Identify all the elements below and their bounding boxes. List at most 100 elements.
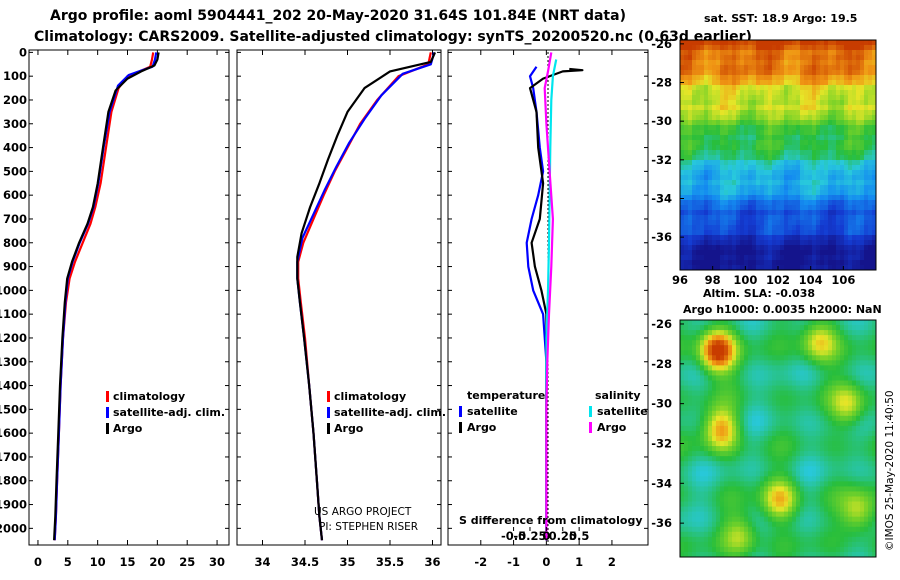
sla-cell [848, 531, 853, 538]
map-x-tick-label: 98 [705, 273, 721, 287]
sla-cell [688, 471, 693, 477]
sla-cell [828, 451, 833, 457]
sst-cell [788, 90, 793, 96]
sla-cell [852, 325, 857, 331]
sla-cell [748, 546, 753, 553]
sla-cell [872, 375, 877, 381]
sla-cell [856, 496, 861, 502]
sla-cell [812, 496, 817, 502]
sst-cell [756, 220, 761, 226]
sst-cell [752, 115, 757, 121]
sla-cell [828, 350, 833, 356]
sla-cell [764, 360, 769, 366]
sst-cell [740, 220, 745, 226]
sla-cell [712, 375, 717, 381]
sla-cell [812, 370, 817, 376]
sla-cell [712, 385, 717, 391]
sla-cell [792, 430, 797, 437]
sla-cell [696, 435, 701, 442]
sst-cell [768, 90, 773, 96]
sla-cell [796, 541, 801, 548]
sst-cell [836, 250, 841, 256]
sla-cell [688, 516, 693, 523]
sla-cell [840, 415, 845, 422]
sst-cell [740, 205, 745, 211]
sla-cell [844, 425, 849, 432]
sst-cell [780, 110, 785, 116]
sst-cell [712, 115, 717, 121]
sst-cell [704, 125, 709, 131]
sla-cell [804, 390, 809, 397]
sst-cell [816, 160, 821, 166]
sla-cell [824, 511, 829, 518]
sla-cell [828, 441, 833, 447]
sst-cell [712, 95, 717, 101]
sla-cell [784, 466, 789, 472]
sst-cell [868, 205, 873, 211]
sst-cell [748, 265, 753, 271]
sst-cell [864, 165, 869, 171]
sst-cell [792, 240, 797, 246]
sst-cell [796, 165, 801, 171]
sst-cell [744, 150, 749, 156]
sst-cell [752, 235, 757, 241]
sla-cell [680, 375, 685, 381]
sla-cell [744, 385, 749, 391]
sst-cell [716, 70, 721, 76]
sla-cell [704, 350, 709, 356]
sla-cell [816, 496, 821, 502]
sla-cell [868, 506, 873, 513]
sla-cell [808, 370, 813, 376]
sst-cell [756, 155, 761, 161]
sla-cell [744, 390, 749, 397]
sst-cell [792, 105, 797, 111]
sst-cell [700, 245, 705, 251]
sst-cell [716, 110, 721, 116]
sst-cell [844, 190, 849, 196]
sla-cell [864, 420, 869, 427]
sst-cell [780, 50, 785, 56]
sst-cell [820, 80, 825, 86]
sla-cell [860, 531, 865, 538]
series-line-temperature-argo [528, 67, 584, 541]
sla-cell [724, 330, 729, 336]
sst-cell [728, 210, 733, 216]
sla-cell [848, 375, 853, 381]
sla-cell [716, 380, 721, 386]
sla-cell [748, 395, 753, 402]
sst-cell [716, 180, 721, 186]
sla-cell [764, 375, 769, 381]
sst-cell [832, 135, 837, 141]
sla-cell [784, 370, 789, 376]
x-tick-label: 36 [424, 555, 440, 569]
sst-cell [692, 215, 697, 221]
sla-cell [852, 355, 857, 361]
sla-cell [720, 466, 725, 472]
sst-cell [816, 110, 821, 116]
sst-cell [808, 150, 813, 156]
sla-cell [796, 325, 801, 331]
sst-cell [708, 75, 713, 81]
sla-cell [684, 461, 689, 467]
sla-cell [828, 400, 833, 407]
sst-cell [760, 135, 765, 141]
sst-cell [776, 40, 781, 46]
sla-cell [712, 365, 717, 371]
sst-cell [680, 235, 685, 241]
sla-cell [736, 330, 741, 336]
sla-cell [820, 441, 825, 447]
sst-cell [768, 125, 773, 131]
sla-cell [688, 526, 693, 533]
sla-cell [820, 531, 825, 538]
sla-cell [808, 486, 813, 492]
sst-cell [820, 230, 825, 236]
sst-cell [744, 215, 749, 221]
sla-cell [700, 360, 705, 366]
sst-cell [752, 195, 757, 201]
sst-cell [780, 60, 785, 66]
sla-cell [800, 320, 805, 326]
sla-cell [788, 370, 793, 376]
sst-cell [712, 60, 717, 66]
sst-cell [704, 220, 709, 226]
sla-cell [860, 526, 865, 533]
